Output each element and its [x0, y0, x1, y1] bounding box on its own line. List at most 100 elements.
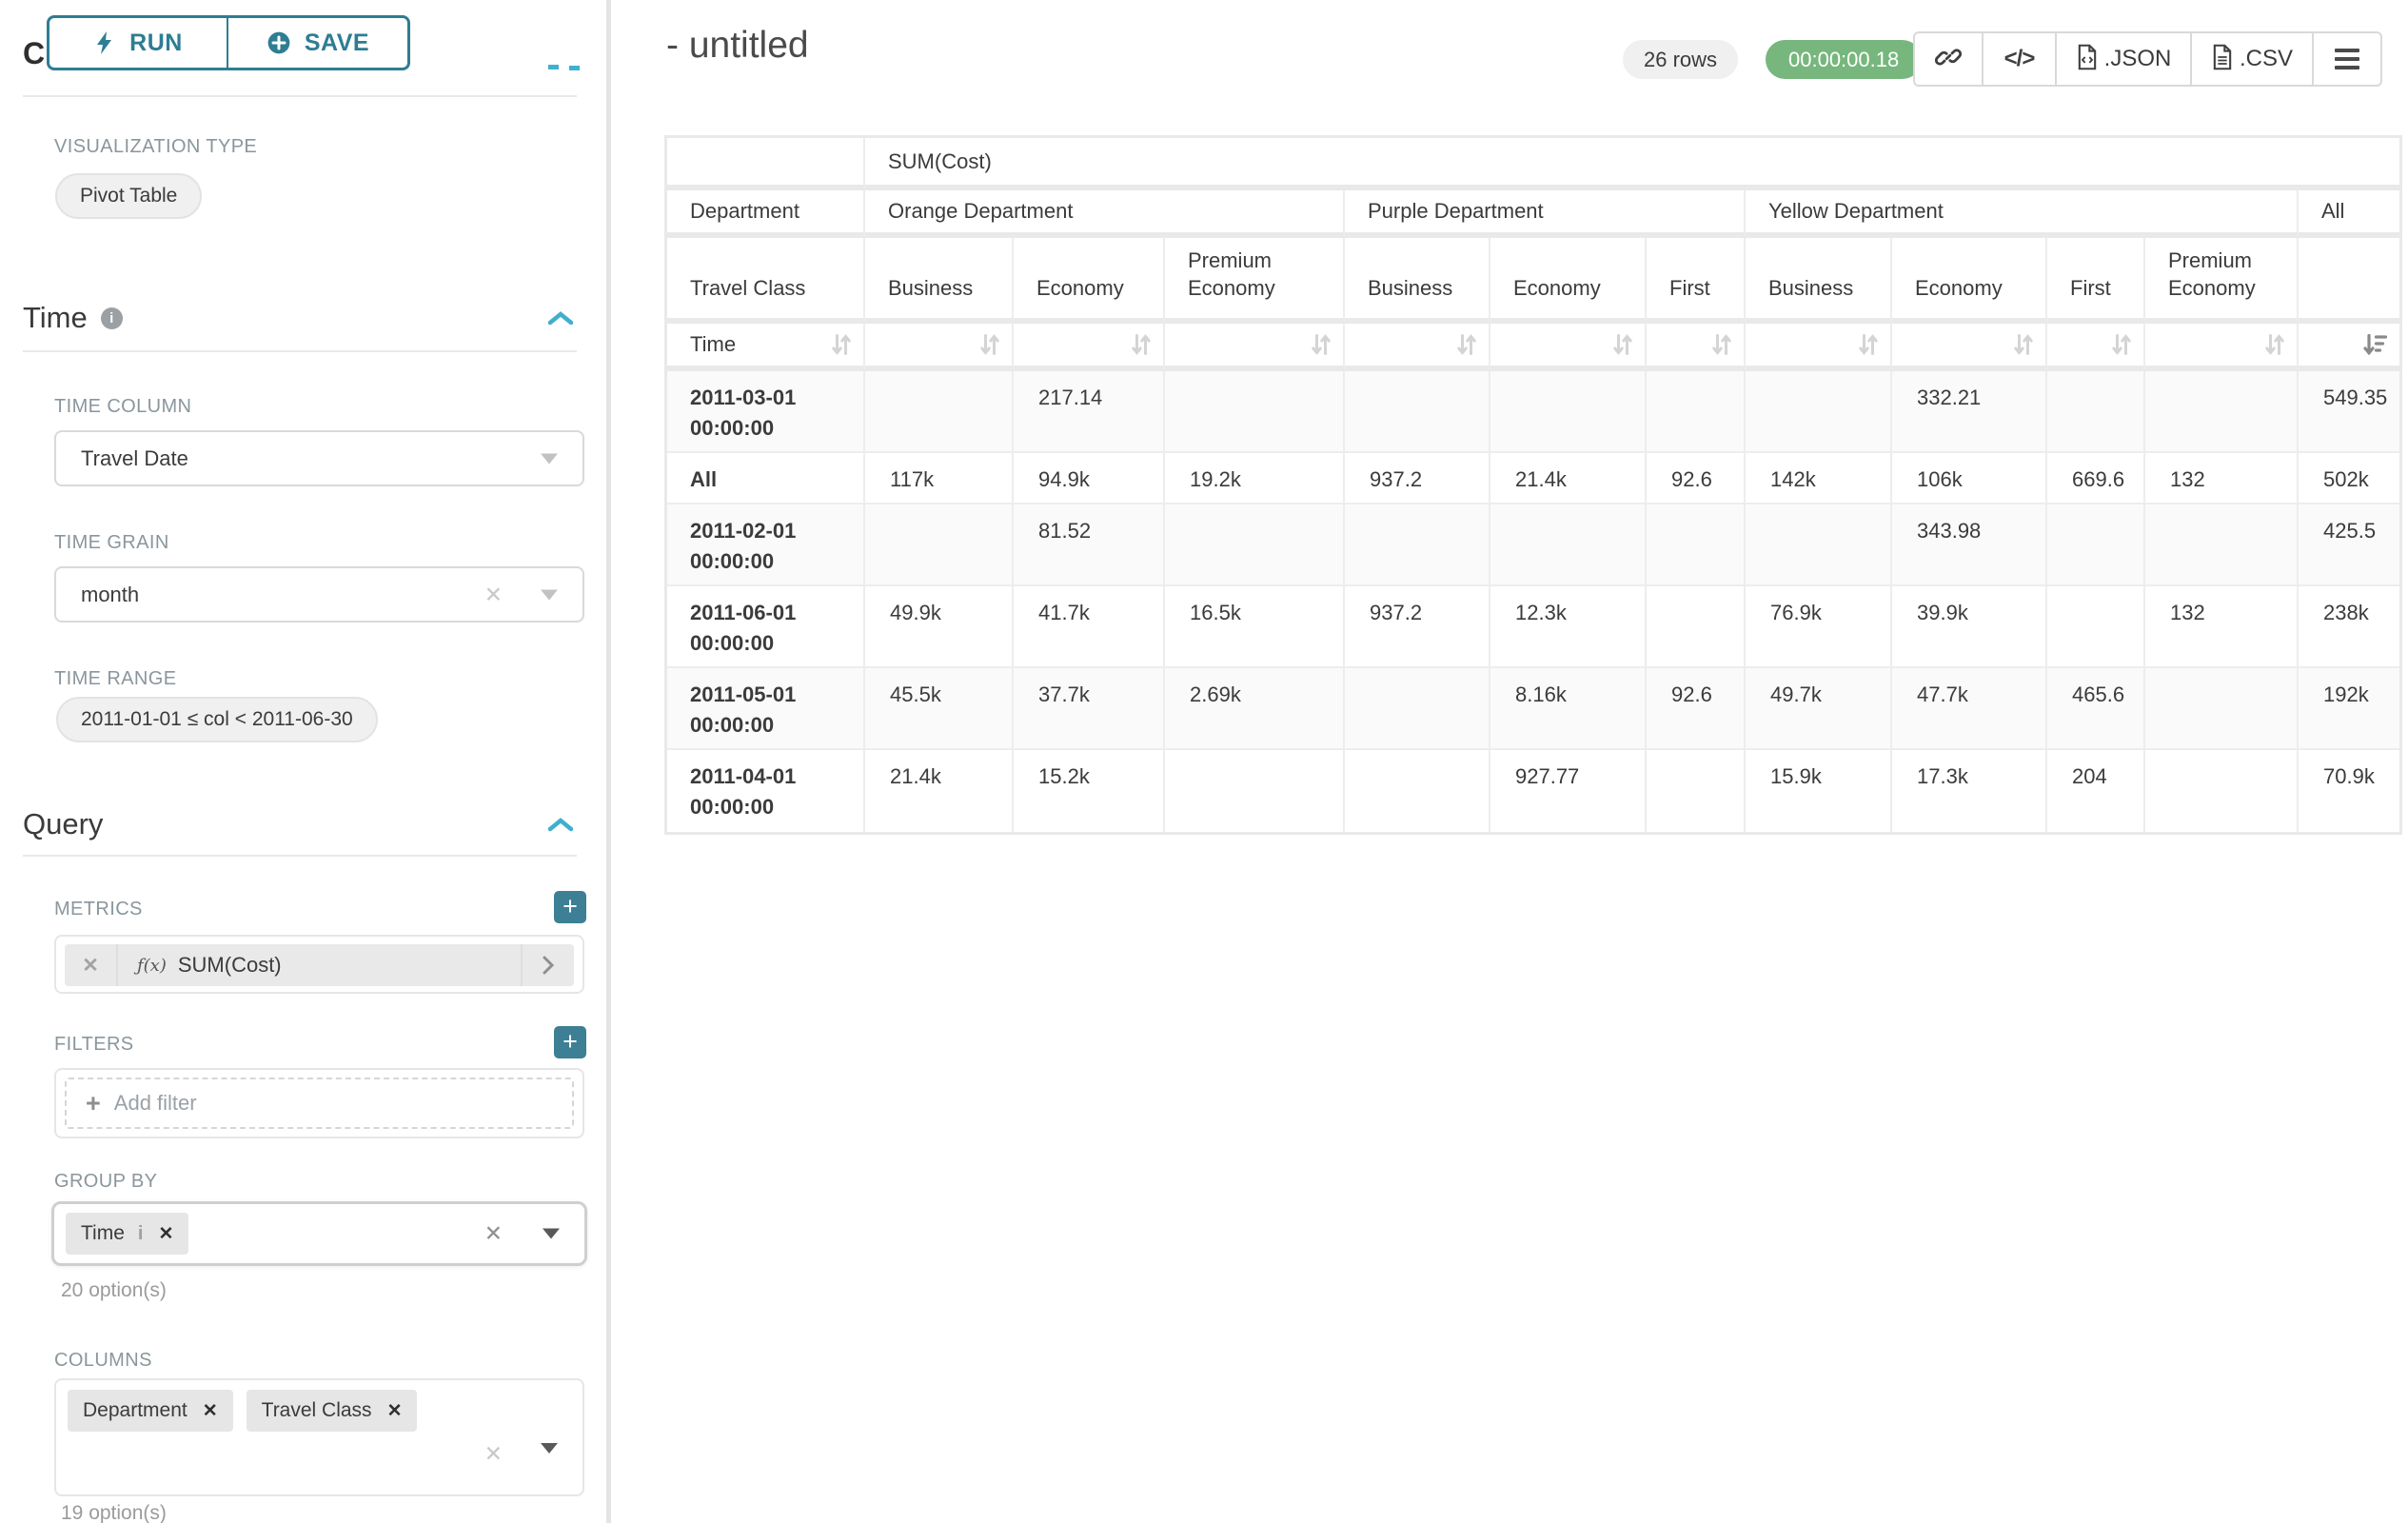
lightning-bolt-icon: [93, 30, 116, 55]
value-cell: [2047, 504, 2145, 586]
row-label-cell: 2011-05-01 00:00:00: [667, 668, 865, 750]
columns-select[interactable]: Department ✕ Travel Class ✕ ✕: [54, 1378, 584, 1496]
sort-icon[interactable]: [2111, 332, 2132, 358]
add-metric-button[interactable]: +: [554, 891, 586, 923]
value-cell: [1345, 371, 1490, 453]
value-cell: 19.2k: [1165, 453, 1345, 504]
value-cell: [865, 371, 1014, 453]
clipped-icon-fragment: [548, 65, 559, 69]
chart-title[interactable]: - untitled: [666, 25, 809, 67]
value-cell: [1647, 586, 1746, 668]
save-button-label: SAVE: [305, 30, 369, 57]
metrics-box: ✕ ƒ(x) SUM(Cost): [54, 935, 584, 994]
sort-icon[interactable]: [1131, 332, 1152, 358]
remove-tag-icon[interactable]: ✕: [203, 1400, 218, 1422]
chevron-up-icon[interactable]: [546, 817, 575, 839]
sort-icon[interactable]: [1612, 332, 1633, 358]
value-cell: [865, 504, 1014, 586]
column-leaf-header: Premium Economy: [2145, 238, 2299, 324]
remove-tag-icon[interactable]: ✕: [387, 1400, 403, 1422]
caret-down-icon: [541, 1443, 558, 1454]
sort-icon[interactable]: [2264, 332, 2285, 358]
sort-icon[interactable]: [979, 332, 1000, 358]
clear-icon[interactable]: ✕: [484, 1441, 503, 1467]
tag-label: Time: [81, 1222, 125, 1245]
chart-panel: - untitled 26 rows 00:00:00.18 </>: [625, 0, 2408, 1523]
group-by-select[interactable]: Time i ✕ ✕: [51, 1201, 587, 1266]
column-group-header: Yellow Department: [1746, 190, 2299, 238]
more-options-button[interactable]: [2312, 33, 2380, 85]
export-csv-button[interactable]: .CSV: [2190, 33, 2312, 85]
sort-header-cell: [2145, 324, 2299, 371]
sort-icon[interactable]: [2013, 332, 2034, 358]
sort-header-cell: [865, 324, 1014, 371]
value-cell: 549.35: [2299, 371, 2399, 453]
value-cell: [2047, 586, 2145, 668]
plus-icon: +: [86, 1089, 101, 1118]
sort-icon[interactable]: [1311, 332, 1332, 358]
info-icon: i: [101, 307, 123, 329]
metric-name: SUM(Cost): [178, 953, 282, 978]
value-cell: [2145, 668, 2299, 750]
time-grain-select[interactable]: month ✕: [54, 566, 584, 623]
value-cell: 927.77: [1490, 750, 1647, 832]
value-cell: [1165, 504, 1345, 586]
row-dim-department-cell: Department: [667, 190, 865, 238]
value-cell: 49.9k: [865, 586, 1014, 668]
value-cell: 132: [2145, 453, 2299, 504]
chevron-right-icon[interactable]: [523, 954, 574, 977]
sort-desc-icon[interactable]: [2362, 332, 2388, 358]
value-cell: 204: [2047, 750, 2145, 832]
export-button-group: </> .JSON .CSV: [1913, 31, 2382, 87]
tag-label: Department: [83, 1399, 188, 1422]
panel-resize-gutter[interactable]: [606, 0, 611, 1523]
time-range-pill[interactable]: 2011-01-01 ≤ col < 2011-06-30: [56, 697, 378, 742]
remove-tag-icon[interactable]: ✕: [158, 1223, 173, 1245]
info-icon: i: [138, 1223, 144, 1245]
sort-icon[interactable]: [1456, 332, 1477, 358]
value-cell: 425.5: [2299, 504, 2399, 586]
group-by-options-hint: 20 option(s): [61, 1279, 167, 1302]
function-icon: ƒ(x): [137, 956, 167, 976]
query-timer-badge: 00:00:00.18: [1766, 40, 1922, 79]
visualization-type-pill[interactable]: Pivot Table: [55, 173, 202, 219]
caret-down-icon: [541, 453, 558, 464]
remove-metric-icon[interactable]: ✕: [65, 954, 116, 978]
view-query-button[interactable]: </>: [1982, 33, 2055, 85]
value-cell: [1490, 371, 1647, 453]
sort-icon[interactable]: [831, 332, 852, 358]
column-leaf-header: [2299, 238, 2399, 324]
tag-label: Travel Class: [262, 1399, 372, 1422]
add-filter-button[interactable]: +: [554, 1026, 586, 1058]
value-cell: [2047, 371, 2145, 453]
save-button[interactable]: SAVE: [227, 15, 410, 70]
filters-box: + Add filter: [54, 1068, 584, 1138]
value-cell: 94.9k: [1014, 453, 1165, 504]
sort-header-cell: [2299, 324, 2399, 371]
value-cell: 937.2: [1345, 586, 1490, 668]
value-cell: [1746, 371, 1892, 453]
chevron-up-icon[interactable]: [546, 310, 575, 332]
row-label-cell: 2011-06-01 00:00:00: [667, 586, 865, 668]
run-button[interactable]: RUN: [47, 15, 227, 70]
sort-icon[interactable]: [1711, 332, 1732, 358]
export-json-button[interactable]: .JSON: [2055, 33, 2190, 85]
clear-icon[interactable]: ✕: [484, 1221, 503, 1247]
clear-icon[interactable]: ✕: [484, 582, 503, 607]
sort-icon[interactable]: [1858, 332, 1879, 358]
share-link-button[interactable]: [1915, 33, 1982, 85]
sort-header-cell: [1647, 324, 1746, 371]
add-filter-dropzone[interactable]: + Add filter: [65, 1078, 574, 1129]
metric-pill[interactable]: ✕ ƒ(x) SUM(Cost): [65, 944, 574, 986]
section-divider: [23, 350, 577, 352]
row-label-cell: All: [667, 453, 865, 504]
table-row: 2011-06-01 00:00:0049.9k41.7k16.5k937.21…: [667, 586, 2399, 668]
table-row: 2011-03-01 00:00:00217.14332.21549.35: [667, 371, 2399, 453]
value-cell: 8.16k: [1490, 668, 1647, 750]
columns-tags: Department ✕ Travel Class ✕: [68, 1390, 417, 1432]
value-cell: 343.98: [1892, 504, 2047, 586]
value-cell: [1345, 750, 1490, 832]
time-column-select[interactable]: Travel Date: [54, 430, 584, 486]
column-leaf-header: Business: [1746, 238, 1892, 324]
sort-header-cell: [1345, 324, 1490, 371]
